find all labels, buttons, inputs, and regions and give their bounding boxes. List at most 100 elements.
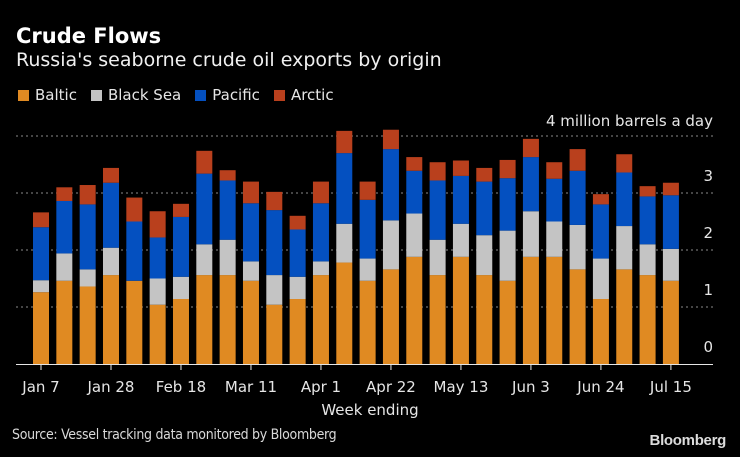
bar-segment-arctic [266,191,283,211]
bar-segment-baltic [219,275,236,364]
bar-segment-pacific [56,200,73,254]
bar-stack [149,211,166,364]
bar-segment-pacific [359,199,376,259]
y-tick-label-4: 4 million barrels a day [546,112,713,130]
bar-segment-black-sea [522,211,539,257]
x-tick-label: Jun 24 [576,378,624,396]
bar-segment-baltic [149,304,166,364]
bar-segment-black-sea [242,261,259,281]
bar-segment-baltic [476,275,493,364]
bar-segment-pacific [149,237,166,279]
bar-segment-black-sea [616,226,633,270]
bar-segment-baltic [336,262,353,364]
bar-segment-black-sea [289,276,306,300]
bar-segment-baltic [33,292,49,364]
bar-segment-pacific [639,196,656,245]
bar-segment-baltic [616,269,633,364]
bar-segment-arctic [149,211,166,238]
bar-segment-black-sea [336,223,353,263]
bar-segment-pacific [382,149,399,221]
bar-segment-pacific [289,229,306,277]
bar-segment-arctic [639,186,656,197]
bar-segment-arctic [289,215,306,230]
bar-segment-arctic [336,130,353,154]
bar-stack [569,149,586,364]
bar-stack [476,167,493,364]
chart-title: Crude Flows [16,24,162,48]
x-tick-label: Jun 3 [511,378,550,396]
bar-segment-black-sea [546,221,563,257]
bar-segment-black-sea [196,244,213,276]
bar-segment-black-sea [592,258,609,300]
bar-segment-baltic [79,286,96,364]
y-tick-label-2: 2 [703,224,713,242]
bar-segment-arctic [126,197,143,222]
bar-segment-pacific [616,172,633,227]
bar-stack [359,181,376,364]
bar-segment-arctic [359,181,376,200]
bar-stack [172,203,189,364]
bar-segment-black-sea [499,230,516,281]
bar-segment-arctic [616,154,633,173]
bar-segment-baltic [172,299,189,364]
bar-segment-black-sea [102,247,119,276]
bar-segment-black-sea [476,235,493,276]
bar-stack [56,187,73,364]
bar-segment-pacific [662,195,679,249]
legend-label-pacific: Pacific [212,86,260,104]
bar-segment-pacific [266,210,283,276]
bar-segment-pacific [126,221,143,281]
bar-segment-black-sea [452,223,469,257]
bar-stack [429,162,446,364]
bar-segment-black-sea [429,239,446,276]
bar-segment-pacific [219,180,236,240]
bar-segment-black-sea [149,278,166,305]
x-axis [16,364,713,370]
bar-segment-arctic [382,129,399,150]
bar-segment-arctic [569,149,586,171]
bar-segment-baltic [592,299,609,364]
x-tick-label: Jan 28 [86,378,134,396]
bar-segment-baltic [242,280,259,364]
bar-stack [196,150,213,364]
x-tick-label: Apr 22 [366,378,416,396]
bar-stack [592,194,609,364]
bar-segment-arctic [406,157,423,171]
bar-segment-baltic [499,280,516,364]
bar-stack [79,185,96,364]
x-tick-label: Feb 18 [156,378,206,396]
bar-segment-arctic [56,187,73,201]
bar-segment-black-sea [359,258,376,281]
bar-segment-pacific [452,175,469,224]
bar-segment-pacific [196,173,213,245]
legend-swatch-baltic [18,89,29,101]
bar-segment-pacific [569,170,586,225]
bar-stack [33,212,49,364]
bar-segment-arctic [499,159,516,179]
bar-segment-baltic [382,269,399,364]
bar-stack [336,130,353,364]
bar-segment-arctic [219,170,236,181]
source-note: Source: Vessel tracking data monitored b… [12,427,337,443]
bar-segment-pacific [499,178,516,231]
bar-segment-pacific [33,227,49,281]
legend-item-pacific: Pacific [195,86,260,104]
bar-segment-arctic [312,181,329,204]
legend-item-black-sea: Black Sea [90,86,181,104]
bar-segment-black-sea [312,261,329,276]
legend-swatch-arctic [273,89,285,101]
bar-segment-arctic [196,150,213,174]
bar-segment-black-sea [382,220,399,270]
bar-stack [266,191,283,364]
bar-segment-pacific [242,203,259,262]
bar-segment-baltic [406,256,423,364]
bar-segment-arctic [452,160,469,176]
bar-segment-baltic [452,256,469,364]
x-axis-title: Week ending [321,401,418,419]
bar-segment-arctic [33,212,49,228]
x-tick-label: Mar 11 [225,378,277,396]
bar-segment-pacific [312,203,329,262]
bar-segment-pacific [429,180,446,240]
bar-segment-arctic [522,138,539,158]
bar-segment-arctic [662,182,679,196]
